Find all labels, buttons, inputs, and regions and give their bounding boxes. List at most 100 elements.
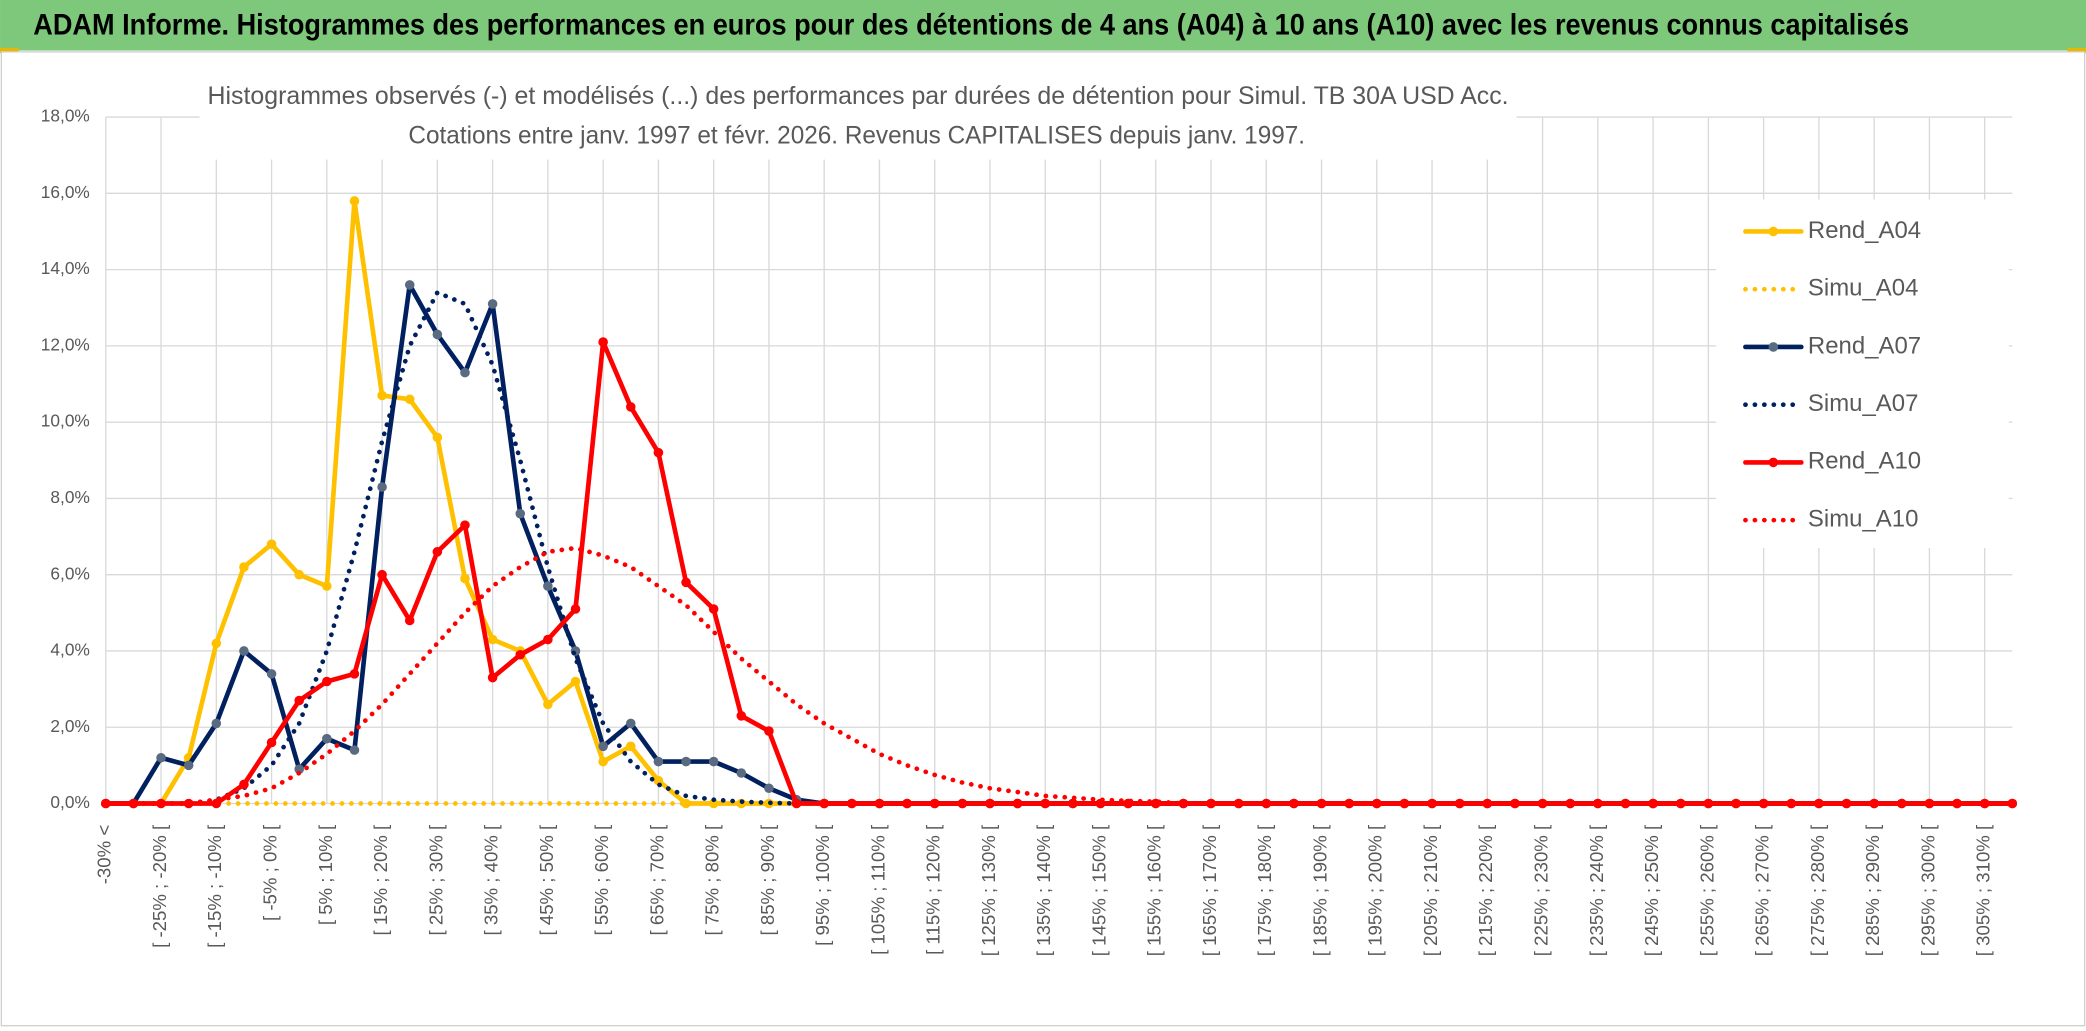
series-line (103, 545, 2015, 806)
data-point (211, 718, 222, 729)
data-point (377, 482, 387, 492)
data-point (985, 798, 995, 809)
data-point (1565, 798, 1576, 809)
data-point (487, 672, 498, 683)
data-point (681, 577, 691, 588)
data-point (736, 711, 747, 721)
series-line (103, 339, 2015, 806)
data-point (1233, 798, 1244, 809)
data-point (404, 394, 415, 405)
data-point (183, 760, 194, 771)
x-tick-label: [ 45% ; 50% [ (536, 824, 557, 936)
data-point (1952, 798, 1962, 809)
data-point (294, 764, 304, 774)
data-point (764, 726, 774, 736)
x-tick-label: [ 285% ; 290% [ (1862, 824, 1883, 956)
data-point (791, 798, 802, 809)
x-tick-label: [ 235% ; 240% [ (1586, 824, 1607, 956)
y-tick-label: 18,0% (41, 106, 90, 126)
corner (2067, 47, 2086, 54)
data-point (764, 783, 774, 794)
legend-label: Rend_A04 (1808, 217, 1921, 244)
header-title: ADAM Informe. Histogrammes des performan… (33, 9, 1909, 41)
data-point (570, 604, 581, 614)
data-point (432, 329, 443, 340)
y-tick-label: 6,0% (50, 563, 89, 583)
data-point (1178, 798, 1189, 809)
data-point (1593, 798, 1603, 809)
x-tick-label: [ 195% ; 200% [ (1365, 824, 1386, 956)
y-tick-label: 8,0% (50, 487, 89, 507)
x-tick-label: [ -5% ; 0% [ (259, 824, 280, 921)
x-tick-label: -30% < (94, 825, 115, 884)
x-tick-label: [ 35% ; 40% [ (481, 824, 502, 936)
y-tick-label: 12,0% (41, 334, 90, 354)
x-tick-label: [ 185% ; 190% [ (1309, 824, 1330, 956)
data-point (819, 798, 829, 809)
plot: 0,0% 2,0% 4,0% 6,0% 8,0% 10,0% 12,0% 14,0% 16,0%… (41, 77, 2018, 956)
data-point (543, 581, 553, 591)
x-tick-label: [ 85% ; 90% [ (757, 824, 778, 936)
data-point (1620, 798, 1631, 809)
data-point (1510, 798, 1520, 809)
x-tick-label: [ 275% ; 280% [ (1807, 824, 1828, 956)
x-tick-label: [ 105% ; 110% [ (867, 824, 888, 955)
x-tick-label: [ 125% ; 130% [ (978, 824, 999, 956)
data-point (543, 699, 553, 710)
x-tick-label: [ 95% ; 100% [ (812, 824, 833, 946)
x-tick-label: [ 265% ; 270% [ (1752, 824, 1773, 956)
legend-label: Rend_A07 (1808, 332, 1921, 359)
x-tick-label: [ 15% ; 20% [ (370, 824, 391, 936)
y-tick-label: 14,0% (41, 258, 90, 278)
x-tick-label: [ 175% ; 180% [ (1254, 824, 1275, 956)
data-point (460, 367, 470, 378)
data-point (2007, 798, 2018, 809)
data-point (874, 798, 885, 809)
x-tick-label: [ 305% ; 310% [ (1973, 824, 1994, 956)
x-tick-label: [ 255% ; 260% [ (1696, 824, 1717, 956)
data-point (625, 741, 636, 752)
data-point (404, 615, 415, 626)
x-tick-label: [ 205% ; 210% [ (1420, 824, 1441, 956)
data-point (349, 745, 360, 755)
data-point (322, 581, 332, 591)
legend-background (1716, 199, 2009, 549)
y-tick-label: 0,0% (50, 792, 89, 812)
data-point (404, 280, 415, 290)
data-point (432, 547, 443, 557)
x-tick-label: [ 135% ; 140% [ (1033, 824, 1054, 956)
data-point (294, 695, 304, 706)
legend-label: Simu_A10 (1808, 505, 1918, 532)
title-background (199, 77, 1517, 160)
data-point (708, 604, 719, 614)
data-point (322, 676, 332, 687)
legend-label: Rend_A10 (1808, 448, 1921, 475)
data-point (349, 669, 360, 679)
x-tick-label: [ 165% ; 170% [ (1199, 824, 1220, 956)
corner (0, 47, 19, 54)
data-point (266, 539, 277, 549)
data-point (239, 646, 249, 656)
x-tick-label: [ 25% ; 30% [ (425, 824, 446, 936)
legend-marker (1768, 226, 1779, 237)
data-point (1924, 798, 1935, 809)
x-tick-label: [ 155% ; 160% [ (1144, 824, 1165, 956)
data-point (460, 520, 470, 530)
data-point (266, 669, 277, 679)
data-point (1289, 798, 1299, 809)
data-point (1979, 798, 1990, 809)
x-tick-label: [ 145% ; 150% [ (1088, 824, 1109, 956)
data-point (377, 390, 387, 401)
legend-label: Simu_A07 (1808, 390, 1918, 417)
legend-label: Simu_A04 (1808, 275, 1918, 302)
chart-subtitle: Cotations entre janv. 1997 et févr. 2026… (408, 122, 1305, 150)
x-tick-label: [ -25% ; -20% [ (149, 824, 170, 948)
data-point (211, 638, 222, 649)
data-point (1869, 798, 1879, 809)
data-point (487, 299, 498, 309)
data-point (1012, 798, 1023, 809)
data-point (239, 562, 249, 572)
x-tick-label: [ 55% ; 60% [ (591, 824, 612, 936)
data-point (847, 798, 857, 809)
x-tick-label: [ 65% ; 70% [ (646, 824, 667, 936)
